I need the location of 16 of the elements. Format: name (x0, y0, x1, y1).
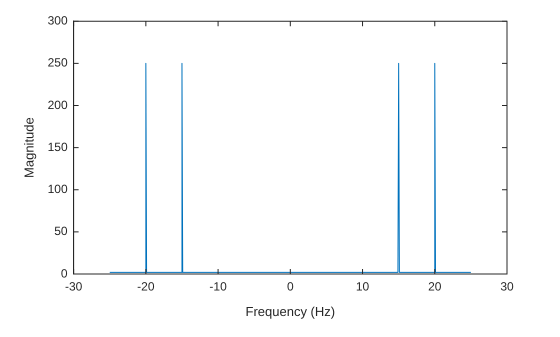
y-tick-label: 200 (48, 98, 68, 112)
y-tick-label: 0 (60, 266, 68, 280)
y-tick-label: 50 (54, 224, 68, 238)
x-tick-label: -30 (64, 280, 83, 294)
x-tick-label: -20 (137, 280, 155, 294)
x-axis-title: Frequency (Hz) (246, 304, 336, 319)
x-tick-label: -10 (209, 280, 228, 294)
x-tick-label: 10 (356, 280, 370, 294)
y-tick-label: 100 (48, 182, 68, 196)
x-tick-label: 0 (286, 280, 294, 294)
x-tick-label: 30 (500, 280, 514, 294)
y-tick-label: 150 (48, 140, 68, 154)
y-tick-label: 250 (48, 56, 68, 70)
y-axis-title: Magnitude (21, 117, 36, 178)
x-tick-label: 20 (428, 280, 442, 294)
y-tick-label: 300 (48, 14, 68, 28)
